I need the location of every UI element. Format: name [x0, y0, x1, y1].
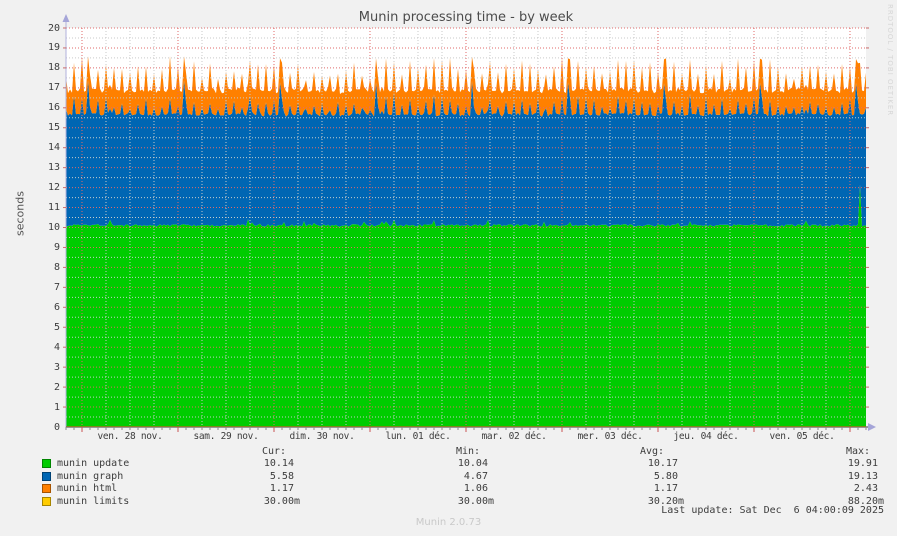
y-tick-label: 12: [47, 182, 60, 194]
footer-version: Munin 2.0.73: [415, 517, 482, 528]
stat-value: 1.06: [463, 483, 494, 494]
legend-swatch: [42, 497, 51, 506]
x-tick-label: dim. 30 nov.: [289, 431, 355, 442]
y-tick-label: 2: [53, 381, 60, 393]
y-tick-label: 19: [47, 42, 60, 54]
last-update-text: Last update: Sat Dec 6 04:00:09 2025: [661, 505, 884, 516]
legend-label: munin graph: [57, 471, 124, 482]
x-tick-label: ven. 28 nov.: [97, 431, 163, 442]
y-tick-label: 13: [47, 162, 60, 174]
stat-value: 1.17: [653, 483, 684, 494]
y-tick-label: 3: [53, 361, 60, 373]
stat-column-header: Min:: [456, 446, 481, 457]
y-tick-label: 8: [53, 261, 60, 273]
stat-value: 4.67: [463, 471, 494, 482]
stat-value: 19.13: [847, 471, 884, 482]
stat-value: 5.58: [269, 471, 300, 482]
y-tick-label: 6: [53, 301, 60, 313]
x-tick-label: mer. 03 déc.: [577, 431, 643, 442]
y-tick-label: 20: [47, 22, 60, 34]
x-tick-label: jeu. 04 déc.: [673, 431, 739, 442]
stat-value: 30.00m: [457, 496, 494, 507]
stat-value: 5.80: [653, 471, 684, 482]
rrdtool-watermark: RRDTOOL / TOBI OETIKER: [886, 4, 894, 117]
stat-value: 10.04: [457, 458, 494, 469]
y-tick-label: 7: [53, 281, 60, 293]
stat-value: 10.17: [647, 458, 684, 469]
y-tick-label: 5: [53, 321, 60, 333]
y-tick-label: 10: [47, 222, 60, 233]
stat-value: 2.43: [853, 483, 884, 494]
x-tick-label: sam. 29 nov.: [193, 431, 259, 442]
y-tick-label: 14: [47, 142, 60, 154]
y-tick-label: 17: [47, 82, 60, 94]
legend-swatch: [42, 459, 51, 468]
y-tick-label: 4: [53, 341, 60, 353]
chart-title: Munin processing time - by week: [358, 10, 574, 25]
y-tick-label: 16: [47, 102, 60, 114]
stat-column-header: Max:: [846, 446, 871, 457]
y-tick-label: 9: [53, 241, 60, 253]
y-tick-label: 15: [47, 122, 60, 134]
legend-swatch: [42, 484, 51, 493]
stat-value: 19.91: [847, 458, 884, 469]
stat-value: 10.14: [263, 458, 300, 469]
x-tick-label: mar. 02 déc.: [481, 431, 547, 442]
y-tick-label: 18: [47, 62, 60, 74]
x-tick-label: lun. 01 déc.: [385, 431, 451, 442]
legend-label: munin update: [57, 458, 130, 469]
x-tick-label: ven. 05 déc.: [769, 431, 835, 442]
legend-swatch: [42, 472, 51, 481]
stat-column-header: Avg:: [640, 446, 665, 457]
stat-column-header: Cur:: [262, 446, 287, 457]
y-tick-label: 0: [53, 421, 60, 433]
stat-value: 30.20m: [647, 496, 684, 507]
stat-value: 1.17: [269, 483, 300, 494]
y-axis-title: seconds: [13, 191, 27, 236]
stat-value: 30.00m: [263, 496, 300, 507]
legend-label: munin html: [57, 483, 118, 494]
legend-label: munin limits: [57, 496, 130, 507]
y-tick-label: 11: [47, 202, 60, 214]
y-tick-label: 1: [53, 401, 60, 413]
stat-value: 88.20m: [847, 496, 884, 507]
